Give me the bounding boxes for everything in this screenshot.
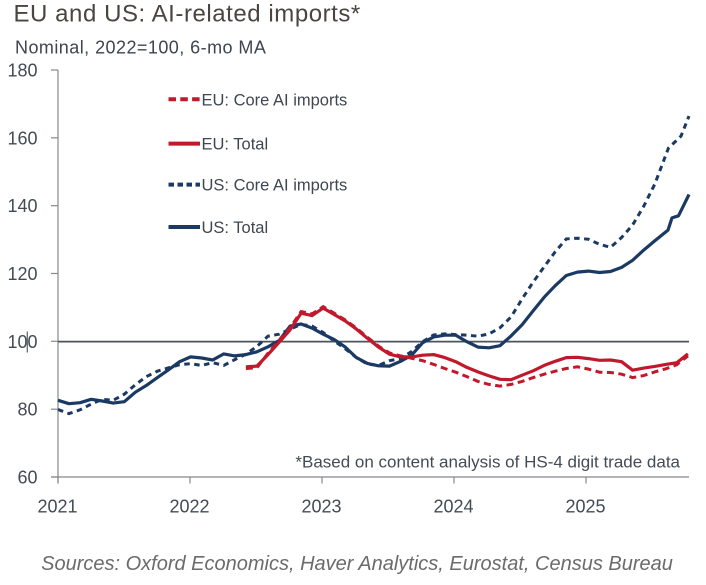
svg-text:EU: Core AI imports: EU: Core AI imports <box>202 91 348 109</box>
svg-text:100: 100 <box>7 332 37 352</box>
svg-text:160: 160 <box>7 128 37 148</box>
svg-text:140: 140 <box>7 196 37 216</box>
svg-text:2021: 2021 <box>37 497 77 517</box>
svg-text:2023: 2023 <box>301 497 341 517</box>
svg-text:EU and US: AI-related imports*: EU and US: AI-related imports* <box>14 1 361 28</box>
svg-text:80: 80 <box>17 400 37 420</box>
svg-text:60: 60 <box>17 468 37 488</box>
svg-text:180: 180 <box>7 61 37 81</box>
svg-text:EU: Total: EU: Total <box>202 136 269 154</box>
svg-text:120: 120 <box>7 264 37 284</box>
svg-text:2025: 2025 <box>565 497 605 517</box>
svg-text:Sources: Oxford Economics, Hav: Sources: Oxford Economics, Haver Analyti… <box>41 553 673 575</box>
svg-text:Nominal, 2022=100, 6-mo MA: Nominal, 2022=100, 6-mo MA <box>15 38 266 58</box>
svg-text:US: Core AI imports: US: Core AI imports <box>202 177 348 195</box>
svg-text:2022: 2022 <box>169 497 209 517</box>
svg-text:US: Total: US: Total <box>202 219 269 237</box>
svg-text:2024: 2024 <box>433 497 473 517</box>
svg-text:*Based on content analysis of: *Based on content analysis of HS-4 digit… <box>295 453 680 472</box>
